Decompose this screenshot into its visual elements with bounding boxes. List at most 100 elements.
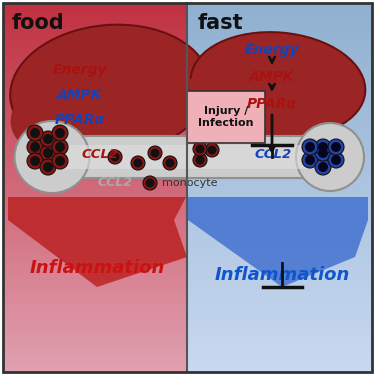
Bar (3, 46, 187, 52)
Bar (187, 9, 372, 15)
Circle shape (331, 155, 341, 165)
Bar (187, 169, 372, 175)
Bar (3, 157, 187, 163)
Text: food: food (12, 13, 65, 33)
Circle shape (43, 148, 53, 158)
Bar (187, 304, 372, 310)
Circle shape (134, 159, 142, 168)
Bar (187, 273, 372, 280)
Bar (3, 21, 187, 28)
Bar (3, 304, 187, 310)
Bar (187, 280, 372, 286)
Bar (3, 169, 187, 175)
Bar (187, 188, 372, 194)
Bar (3, 280, 187, 286)
Bar (187, 150, 372, 157)
Bar (187, 126, 372, 132)
Bar (3, 120, 187, 126)
Bar (187, 21, 372, 28)
Circle shape (195, 144, 204, 153)
Text: Energy: Energy (53, 63, 107, 77)
Bar (187, 218, 372, 224)
Bar (187, 27, 372, 34)
Circle shape (315, 159, 331, 175)
Bar (187, 34, 372, 40)
Bar (3, 310, 187, 316)
Circle shape (318, 142, 328, 152)
Bar (187, 120, 372, 126)
Bar (3, 77, 187, 83)
Bar (187, 224, 372, 231)
Bar (3, 132, 187, 138)
Circle shape (331, 142, 341, 152)
Bar (3, 181, 187, 188)
Text: Inflammation: Inflammation (214, 266, 350, 284)
Circle shape (55, 142, 65, 152)
Ellipse shape (15, 121, 90, 193)
Bar (3, 267, 187, 274)
Circle shape (52, 153, 68, 169)
Bar (3, 261, 187, 267)
Bar (3, 218, 187, 224)
Bar (3, 206, 187, 212)
Bar (3, 150, 187, 157)
Circle shape (30, 142, 40, 152)
Bar (3, 138, 187, 144)
Circle shape (165, 159, 174, 168)
Bar (3, 366, 187, 372)
Circle shape (40, 131, 56, 147)
Bar (187, 267, 372, 274)
Bar (3, 224, 187, 231)
Bar (3, 144, 187, 151)
Circle shape (55, 128, 65, 138)
Text: PPARα: PPARα (55, 113, 105, 127)
Ellipse shape (10, 25, 210, 155)
Circle shape (193, 142, 207, 156)
Bar (187, 255, 372, 261)
Circle shape (52, 125, 68, 141)
Circle shape (318, 162, 328, 172)
Circle shape (195, 156, 204, 165)
Bar (3, 34, 187, 40)
Bar (187, 138, 372, 144)
Bar (187, 40, 372, 46)
Bar (187, 212, 372, 218)
Bar (187, 341, 372, 347)
Circle shape (318, 148, 328, 158)
Text: monocyte: monocyte (162, 178, 218, 188)
Bar (3, 335, 187, 341)
Circle shape (108, 150, 122, 164)
Bar (187, 3, 372, 372)
Bar (3, 341, 187, 347)
Bar (187, 286, 372, 292)
Bar (187, 347, 372, 354)
Bar (3, 354, 187, 360)
Bar (3, 329, 187, 335)
Text: Injury /
Infection: Injury / Infection (198, 106, 254, 128)
Text: fast: fast (198, 13, 244, 33)
Bar (187, 101, 372, 108)
FancyBboxPatch shape (36, 136, 339, 178)
Circle shape (111, 153, 120, 162)
Text: PPARα: PPARα (247, 97, 297, 111)
Ellipse shape (296, 123, 364, 191)
Bar (187, 144, 372, 151)
Bar (187, 91, 265, 143)
Bar (3, 52, 187, 58)
Circle shape (27, 153, 43, 169)
Circle shape (193, 153, 207, 167)
Text: CCL2: CCL2 (254, 148, 292, 162)
Circle shape (328, 152, 344, 168)
Ellipse shape (191, 32, 365, 138)
Bar (187, 194, 372, 200)
Bar (187, 181, 372, 188)
Bar (187, 175, 372, 181)
Bar (187, 132, 372, 138)
Bar (3, 83, 187, 89)
Bar (3, 108, 187, 114)
Bar (187, 310, 372, 316)
Bar (3, 200, 187, 206)
Circle shape (205, 143, 219, 157)
Circle shape (143, 176, 157, 190)
Circle shape (302, 152, 318, 168)
